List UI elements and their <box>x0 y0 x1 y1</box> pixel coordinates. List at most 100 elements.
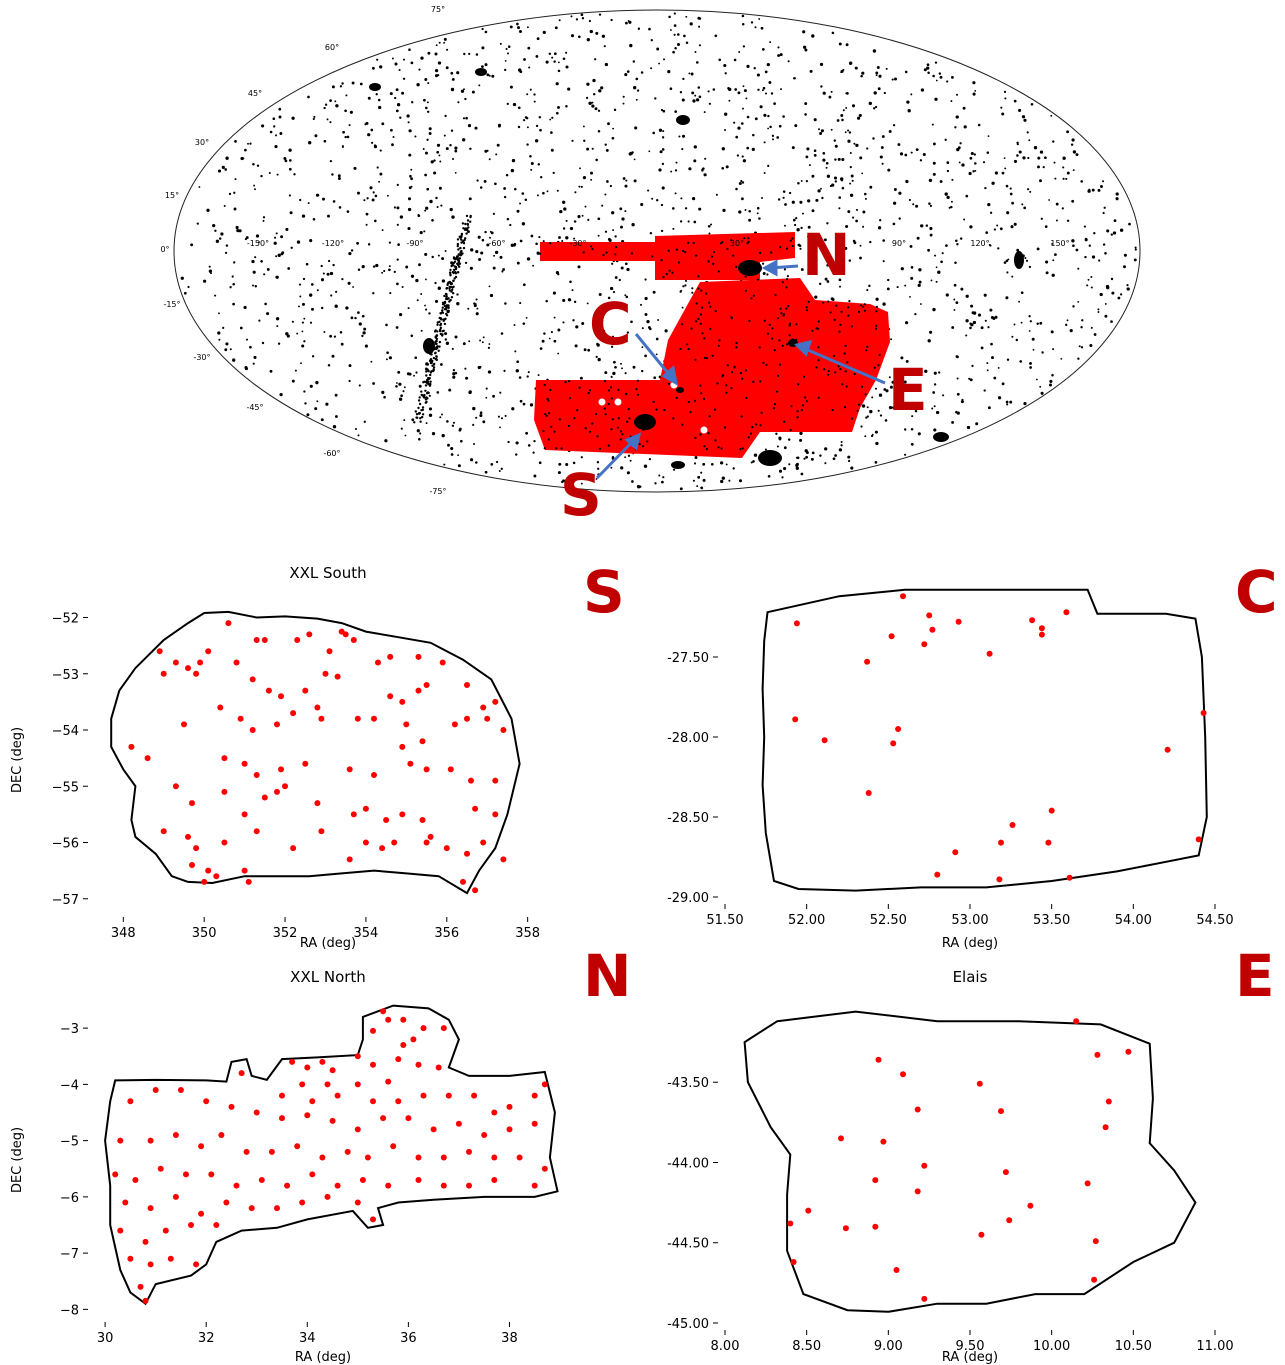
footprint-dot <box>756 278 760 281</box>
lat-tick-label: 0° <box>160 245 169 254</box>
sky-stream-dot <box>426 363 430 366</box>
sky-source-dot <box>922 152 926 157</box>
footprint-dot <box>786 343 789 346</box>
sky-source-dot <box>571 289 574 292</box>
footprint-dot <box>675 248 679 251</box>
sky-source-dot <box>309 239 313 243</box>
sky-source-dot <box>435 196 438 200</box>
sky-source-dot <box>578 185 581 188</box>
sky-source-dot <box>708 102 712 105</box>
sky-source-dot <box>904 70 908 74</box>
sky-source-dot <box>891 380 895 384</box>
sky-source-dot <box>626 267 630 272</box>
panel-s-point <box>419 738 426 745</box>
sky-source-dot <box>443 41 446 44</box>
sky-source-dot <box>743 89 747 93</box>
footprint-dot <box>589 430 592 433</box>
footprint-dot <box>823 368 826 371</box>
sky-source-dot <box>761 197 763 199</box>
footprint-dot <box>567 380 571 383</box>
sky-source-dot <box>1097 308 1100 311</box>
sky-source-dot <box>695 98 700 102</box>
sky-source-dot <box>1004 97 1007 100</box>
sky-stream-dot <box>450 296 454 299</box>
sky-source-dot <box>853 142 856 145</box>
footprint-dot <box>748 319 751 323</box>
sky-source-dot <box>539 347 543 350</box>
sky-source-dot <box>358 322 362 326</box>
sky-source-dot <box>1009 400 1013 404</box>
sky-source-dot <box>742 85 745 88</box>
footprint-dot <box>865 349 868 352</box>
sky-source-dot <box>969 326 972 330</box>
sky-stream-dot <box>447 297 450 300</box>
sky-source-dot <box>838 448 843 452</box>
sky-source-dot <box>357 434 360 437</box>
sky-source-dot <box>346 135 350 139</box>
sky-source-dot <box>624 184 628 188</box>
footprint-dot <box>848 300 851 303</box>
sky-source-dot <box>1001 171 1005 175</box>
sky-source-dot <box>611 211 615 215</box>
sky-source-dot <box>791 146 795 150</box>
sky-source-dot <box>951 420 955 424</box>
footprint-dot <box>605 251 608 254</box>
sky-source-dot <box>776 445 779 448</box>
sky-source-dot <box>291 379 295 383</box>
sky-source-dot <box>677 43 680 46</box>
sky-source-dot <box>783 467 787 471</box>
sky-source-dot <box>972 320 977 325</box>
sky-source-dot <box>849 165 852 169</box>
sky-source-dot <box>845 224 849 229</box>
footprint-dot <box>747 436 750 439</box>
panel-c-ytick-label: -28.50 <box>667 811 709 826</box>
sky-source-dot <box>804 113 807 116</box>
sky-source-dot <box>847 459 851 463</box>
footprint-dot <box>829 311 832 314</box>
sky-source-dot <box>715 193 718 196</box>
footprint-dot <box>681 323 684 326</box>
sky-source-dot <box>180 276 184 280</box>
footprint-dot <box>616 426 620 429</box>
sky-source-dot <box>794 124 798 128</box>
sky-source-dot <box>674 169 678 172</box>
sky-source-dot <box>609 184 613 188</box>
panel-n-point <box>238 1070 245 1077</box>
sky-source-dot <box>847 139 851 143</box>
sky-stream-dot <box>448 271 452 274</box>
sky-source-dot <box>698 17 702 20</box>
sky-stream-dot <box>458 235 461 238</box>
sky-source-dot <box>748 218 752 222</box>
sky-source-dot <box>604 143 607 146</box>
lat-tick-label: -45° <box>246 403 263 412</box>
sky-source-dot <box>583 139 586 142</box>
sky-stream-dot <box>448 287 451 290</box>
footprint-dot <box>752 380 755 383</box>
sky-source-dot <box>559 209 563 214</box>
footprint-dot <box>675 396 678 399</box>
sky-source-dot <box>577 215 581 219</box>
sky-source-dot <box>307 202 310 205</box>
sky-source-dot <box>229 286 232 289</box>
sky-source-dot <box>649 232 653 235</box>
sky-source-dot <box>452 369 456 372</box>
panel-n-point <box>117 1227 124 1234</box>
sky-source-dot <box>428 312 431 315</box>
panel-e-yticks: -43.50-44.00-44.50-45.00 <box>667 1076 718 1332</box>
sky-source-dot <box>424 304 426 307</box>
panel-n-xtick-label: 34 <box>299 1331 316 1346</box>
sky-source-dot <box>443 463 446 466</box>
panel-s-point <box>249 676 256 683</box>
sky-source-dot <box>1104 252 1107 255</box>
sky-source-dot <box>861 71 865 75</box>
sky-source-dot <box>521 222 526 226</box>
sky-stream-dot <box>431 359 434 363</box>
sky-source-dot <box>624 294 627 297</box>
sky-source-dot <box>1009 187 1012 190</box>
panel-s-point <box>294 637 301 643</box>
sky-source-dot <box>702 478 706 482</box>
sky-source-dot <box>826 280 830 283</box>
footprint-dot <box>627 408 630 411</box>
footprint-dot <box>553 430 556 433</box>
sky-source-dot <box>980 326 984 330</box>
